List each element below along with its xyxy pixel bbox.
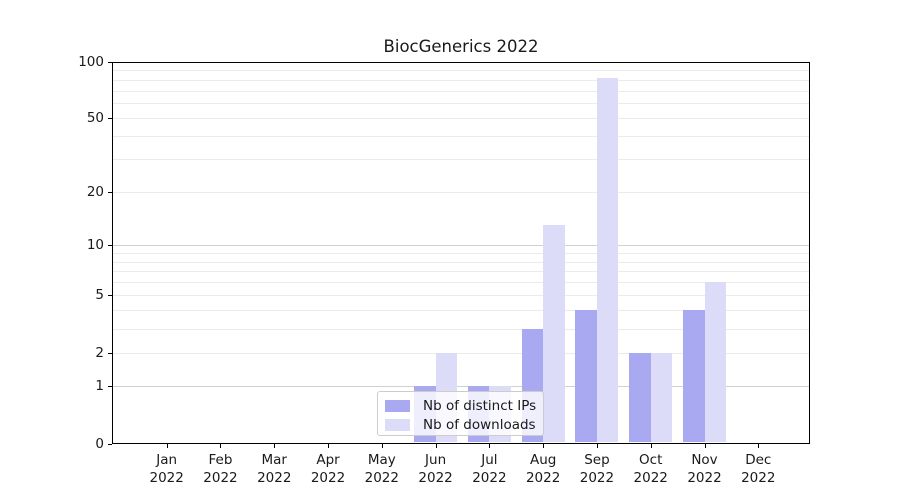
x-tick-mark <box>489 443 491 448</box>
minor-gridline <box>112 328 810 330</box>
x-tick-label: Dec 2022 <box>728 451 788 487</box>
chart-title: BiocGenerics 2022 <box>383 37 539 56</box>
bar-downloads <box>704 282 726 443</box>
y-tick-mark <box>108 245 112 247</box>
bar-downloads <box>596 77 619 443</box>
x-tick-mark <box>274 443 276 448</box>
x-tick-mark <box>704 443 706 448</box>
x-tick-mark <box>543 443 545 448</box>
y-tick-mark <box>108 295 112 297</box>
y-tick-mark <box>108 443 112 445</box>
y-tick-mark <box>108 61 112 63</box>
x-tick-label: Aug 2022 <box>513 451 573 487</box>
x-tick-label: Jul 2022 <box>459 451 519 487</box>
legend-item-downloads: Nb of downloads <box>385 417 536 433</box>
x-tick-label-year: 2022 <box>633 470 668 486</box>
legend-swatch-downloads <box>385 419 410 431</box>
minor-gridline <box>112 295 810 297</box>
x-tick-label: Mar 2022 <box>244 451 304 487</box>
y-tick-mark <box>108 352 112 354</box>
x-tick-mark <box>650 443 652 448</box>
x-tick-label-month: Oct <box>639 452 663 468</box>
x-tick-label-year: 2022 <box>741 470 776 486</box>
minor-gridline <box>112 103 810 105</box>
x-tick-mark <box>435 443 437 448</box>
y-tick-label: 20 <box>86 183 104 200</box>
minor-gridline <box>112 118 810 120</box>
major-gridline <box>112 61 810 63</box>
x-tick-label: Jun 2022 <box>406 451 466 487</box>
x-tick-label-month: Feb <box>208 452 233 468</box>
bar-distinct-ips <box>629 352 651 443</box>
bar-distinct-ips <box>575 310 597 443</box>
x-tick-label-year: 2022 <box>579 470 615 486</box>
minor-gridline <box>112 261 810 263</box>
x-tick-label-month: Aug <box>529 452 557 468</box>
minor-gridline <box>112 352 810 354</box>
x-tick-mark <box>220 443 222 448</box>
minor-gridline <box>112 79 810 81</box>
y-tick-label: 10 <box>86 237 104 254</box>
bar-downloads <box>543 225 565 443</box>
x-tick-label-year: 2022 <box>525 470 561 486</box>
y-tick-label: 100 <box>78 53 104 70</box>
minor-gridline <box>112 90 810 92</box>
legend-box: Nb of distinct IPs Nb of downloads <box>377 391 544 436</box>
x-tick-label-month: Apr <box>316 452 340 468</box>
x-tick-label-month: Nov <box>691 452 718 468</box>
y-tick-mark <box>108 386 112 388</box>
x-tick-mark <box>381 443 383 448</box>
x-tick-mark <box>596 443 598 448</box>
x-tick-label-year: 2022 <box>203 470 238 486</box>
x-tick-mark <box>166 443 168 448</box>
minor-gridline <box>112 136 810 138</box>
x-tick-label-year: 2022 <box>687 470 722 486</box>
x-tick-label: Jan 2022 <box>137 451 197 487</box>
x-tick-mark <box>328 443 330 448</box>
y-tick-label: 50 <box>86 110 104 127</box>
y-tick-label: 5 <box>95 287 104 304</box>
x-tick-label: Feb 2022 <box>190 451 250 487</box>
major-gridline <box>112 386 810 388</box>
y-tick-mark <box>108 191 112 193</box>
legend-label-distinct-ips: Nb of distinct IPs <box>423 398 537 414</box>
x-tick-label: Sep 2022 <box>567 451 627 487</box>
bar-distinct-ips <box>683 310 705 443</box>
minor-gridline <box>112 271 810 273</box>
x-tick-label: Nov 2022 <box>675 451 735 487</box>
x-tick-label-month: May <box>367 452 396 468</box>
x-tick-label-month: Sep <box>584 452 610 468</box>
x-tick-label-year: 2022 <box>310 470 346 486</box>
minor-gridline <box>112 70 810 72</box>
x-tick-label: May 2022 <box>352 451 412 487</box>
legend-label-downloads: Nb of downloads <box>423 417 536 433</box>
x-tick-label-year: 2022 <box>149 470 184 486</box>
x-tick-mark <box>758 443 760 448</box>
y-tick-label: 0 <box>95 435 104 452</box>
minor-gridline <box>112 159 810 161</box>
x-tick-label-year: 2022 <box>364 470 399 486</box>
minor-gridline <box>112 252 810 254</box>
legend-item-distinct-ips: Nb of distinct IPs <box>385 398 537 414</box>
x-tick-label-year: 2022 <box>472 470 507 486</box>
legend-swatch-distinct-ips <box>385 400 410 412</box>
x-tick-label-month: Jul <box>481 452 498 468</box>
y-tick-label: 2 <box>95 344 104 361</box>
x-tick-label-month: Jun <box>425 452 447 468</box>
x-tick-label-year: 2022 <box>418 470 453 486</box>
bar-downloads <box>650 352 673 443</box>
minor-gridline <box>112 191 810 193</box>
minor-gridline <box>112 282 810 284</box>
x-tick-label-month: Jan <box>156 452 178 468</box>
minor-gridline <box>112 310 810 312</box>
x-tick-label: Oct 2022 <box>621 451 681 487</box>
x-tick-label-year: 2022 <box>257 470 292 486</box>
x-tick-label-month: Dec <box>745 452 772 468</box>
x-tick-label: Apr 2022 <box>298 451 358 487</box>
y-tick-mark <box>108 118 112 120</box>
x-tick-label-month: Mar <box>261 452 287 468</box>
major-gridline <box>112 245 810 247</box>
y-tick-label: 1 <box>95 378 104 395</box>
